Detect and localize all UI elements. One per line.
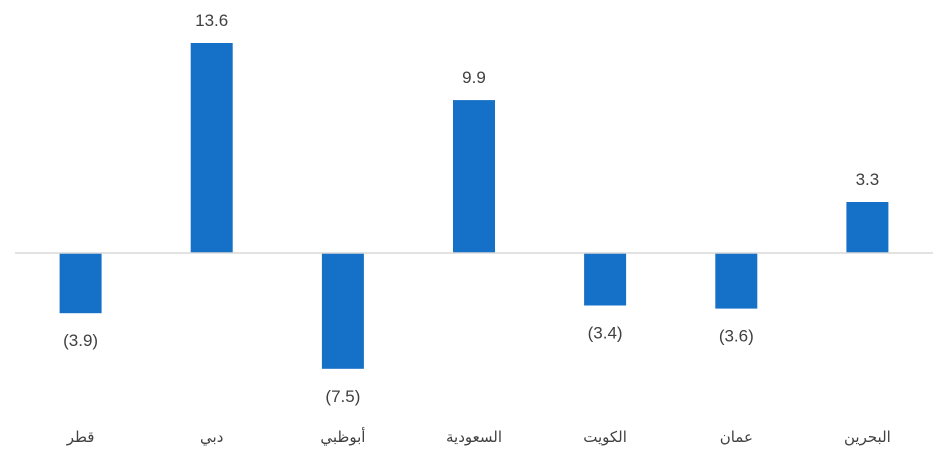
bar-1 bbox=[190, 43, 233, 253]
bar-3 bbox=[453, 100, 495, 253]
bar-6 bbox=[846, 202, 889, 253]
data-label-2: (7.5) bbox=[325, 387, 360, 406]
category-label-0: قطر bbox=[66, 428, 95, 446]
data-label-3: 9.9 bbox=[462, 68, 486, 87]
category-label-5: عمان bbox=[720, 428, 753, 446]
bars-layer bbox=[59, 43, 889, 369]
data-labels-layer: (3.9) 13.6 (7.5) 9.9 (3.4) (3.6) 3.3 bbox=[63, 11, 879, 406]
category-label-3: السعودية bbox=[446, 428, 502, 446]
bar-4 bbox=[584, 253, 627, 306]
category-label-6: البحرين bbox=[844, 428, 891, 446]
data-label-6: 3.3 bbox=[856, 170, 880, 189]
data-label-1: 13.6 bbox=[195, 11, 228, 30]
category-label-4: الكويت bbox=[583, 428, 627, 446]
category-labels-layer: قطر دبي أبوظبي السعودية الكويت عمان البحرين bbox=[66, 427, 891, 447]
data-label-0: (3.9) bbox=[63, 331, 98, 350]
bar-5 bbox=[715, 253, 758, 309]
category-label-1: دبي bbox=[200, 428, 223, 447]
bar-2 bbox=[321, 253, 364, 369]
data-label-5: (3.6) bbox=[719, 327, 754, 346]
data-label-4: (3.4) bbox=[588, 324, 623, 343]
bar-0 bbox=[59, 253, 102, 314]
category-label-2: أبوظبي bbox=[320, 427, 365, 447]
